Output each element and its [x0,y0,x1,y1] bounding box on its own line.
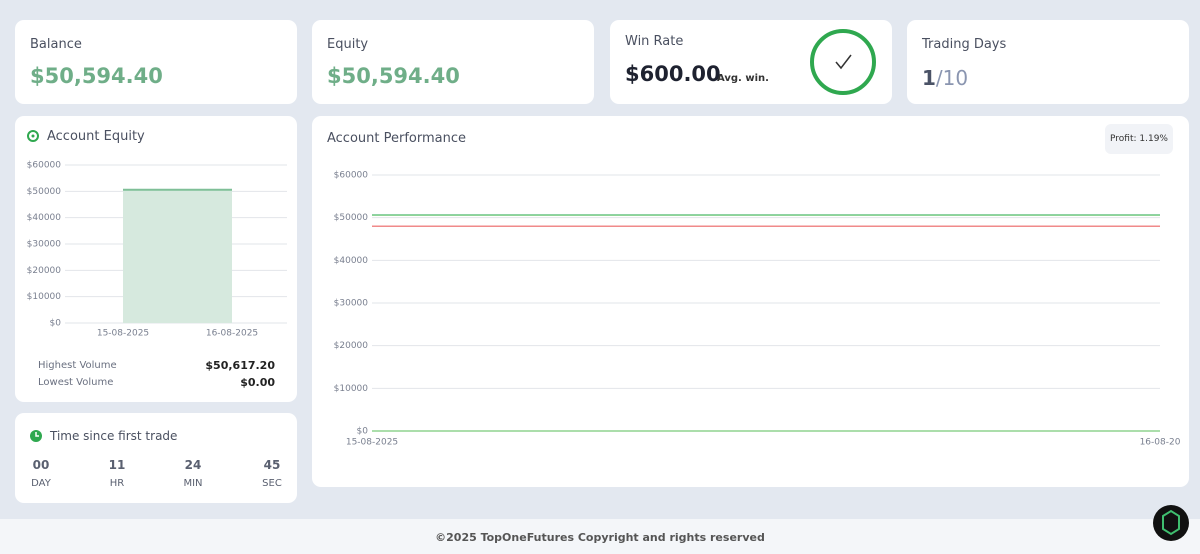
profit-badge: Profit: 1.19% [1105,124,1173,154]
x-tick-label: 16-08-2025 [206,329,258,339]
card-note: Avg. win. [717,73,769,84]
timer-value: 24 [184,458,202,472]
card-label: Equity [327,37,369,52]
card-label: Win Rate [625,34,684,49]
win-rate-card: Win Rate $600.00 Avg. win. [610,20,892,104]
performance-card: $0 $10000 $20000 $30000 $40000 $50000 $60000 15… [312,116,1189,487]
check [835,54,852,70]
card-value: $50,594.40 [30,64,163,88]
timer-value: 45 [263,458,281,472]
y-tick-label: $40000 [27,213,62,223]
card-value: $600.00 [625,62,721,86]
y-tick-label: $30000 [334,299,369,309]
ring [810,29,876,95]
y-tick-label: $60000 [334,171,369,181]
timer-unit: MIN [183,478,203,489]
card-label: Balance [30,37,82,52]
account-equity-card: $0 $10000 $20000 $30000 $40000 $50000 $60000 15… [15,116,297,402]
equity-card: Equity $50,594.40 [312,20,594,104]
days-done: 1 [922,66,936,90]
icon [27,130,39,142]
y-tick-label: $10000 [334,384,369,394]
x-tick-label: 16-08-20 [1140,438,1181,448]
x-tick-label: 15-08-2025 [346,438,398,448]
y-tick-label: $20000 [27,266,62,276]
timer-card: Time since first trade 00 DAY 11 HR 24 MIN 45 S… [15,413,297,503]
card-title: Account Performance [327,131,467,146]
card-title: Time since first trade [50,429,178,443]
card-label: Trading Days [922,37,1007,52]
y-tick-label: $30000 [27,240,62,250]
stat-value: $0.00 [240,376,275,389]
days-total: /10 [935,66,969,90]
footer: ©2025 TopOneFutures Copyright and rights… [0,519,1200,554]
y-tick-label: $50000 [27,187,62,197]
bar [123,189,232,323]
y-tick-label: $0 [50,319,62,329]
balance-card: Balance $50,594.40 [15,20,297,104]
clock-hands [35,432,39,437]
y-tick-label: $10000 [27,292,62,302]
icon [31,134,35,138]
trading-days-card: Trading Days 1/10 [907,20,1189,104]
timer-unit: HR [109,478,125,489]
stat-value: $50,617.20 [205,359,275,372]
stat-label: Highest Volume [38,360,117,371]
timer-icon [30,430,42,442]
timer-unit: DAY [31,478,51,489]
timer-value: 00 [32,458,50,472]
y-tick-label: $20000 [334,341,369,351]
timer-unit: SEC [262,478,282,489]
y-tick-label: $50000 [334,213,369,223]
card-value: 1/10 [922,66,968,90]
timer-value: 11 [108,458,126,472]
footer-text: ©2025 TopOneFutures Copyright and rights… [435,531,765,544]
y-tick-label: $60000 [27,161,62,171]
card-value: $50,594.40 [327,64,460,88]
y-tick-label: $0 [357,427,369,437]
y-tick-label: $40000 [334,256,369,266]
equity-chart: $0 $10000 $20000 $30000 $40000 $50000 $60000 15… [27,130,287,339]
stat-label: Lowest Volume [38,377,114,388]
check-ring [810,29,876,95]
performance-chart: $0 $10000 $20000 $30000 $40000 $50000 $60000 15… [334,171,1181,448]
card-title: Account Equity [47,129,145,144]
x-tick-label: 15-08-2025 [97,329,149,339]
